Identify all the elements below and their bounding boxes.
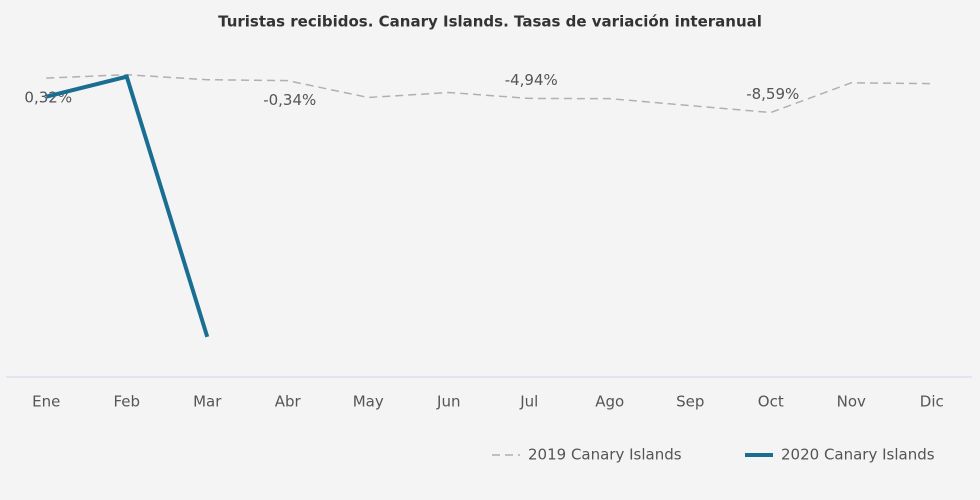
x-tick-label: May: [353, 393, 384, 411]
x-tick-label: Ago: [595, 393, 624, 411]
chart-title: Turistas recibidos. Canary Islands. Tasa…: [218, 13, 762, 31]
data-label: -0,34%: [263, 91, 316, 109]
x-tick-label: Ene: [32, 393, 60, 411]
series-line: [45, 74, 210, 338]
x-tick-label: Abr: [275, 393, 302, 411]
x-tick-label: Oct: [758, 393, 784, 411]
x-tick-label: Sep: [676, 393, 704, 411]
series-line: [46, 73, 932, 114]
x-tick-label: Feb: [113, 393, 140, 411]
legend-label: 2019 Canary Islands: [528, 446, 682, 464]
x-tick-label: Dic: [920, 393, 944, 411]
data-label: -8,59%: [746, 85, 799, 103]
x-tick-label: Mar: [193, 393, 222, 411]
legend-label: 2020 Canary Islands: [781, 446, 935, 464]
data-label: -4,94%: [505, 71, 558, 89]
x-tick-label: Jul: [519, 393, 538, 411]
x-tick-label: Nov: [837, 393, 866, 411]
x-tick-label: Jun: [436, 393, 460, 411]
